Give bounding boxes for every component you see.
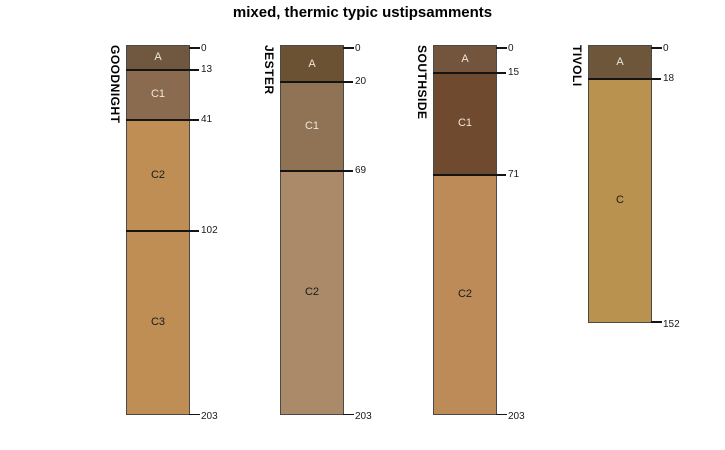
horizon-rect: C <box>589 78 651 322</box>
depth-label: 15 <box>508 67 520 79</box>
horizon-label: C1 <box>304 120 320 133</box>
horizon-rect: A <box>434 46 496 74</box>
horizon-rect: C2 <box>434 174 496 414</box>
horizon-rect: A <box>281 46 343 83</box>
depth-label: 203 <box>355 411 372 422</box>
depth-label: 102 <box>201 224 218 236</box>
depth-label: 152 <box>663 318 680 330</box>
depth-label: 13 <box>201 63 213 75</box>
depth-tick-leader <box>496 47 507 49</box>
horizon-label: C1 <box>457 117 473 130</box>
depth-tick-leader <box>651 47 662 49</box>
horizon-boundary-line <box>280 81 353 84</box>
profile-column: A C1 C2 C3 0 13 41 102 203 <box>126 44 218 422</box>
depth-label: 203 <box>201 411 218 422</box>
horizon-rect: A <box>589 46 651 79</box>
profile-column: A C1 C2 0 20 69 203 <box>280 44 372 422</box>
depth-tick-leader <box>496 413 507 415</box>
horizon-label: C2 <box>457 287 473 300</box>
depth-tick-leader <box>343 47 354 49</box>
horizon-label: A <box>308 57 316 70</box>
depth-label: 18 <box>663 72 675 84</box>
horizon-rect: A <box>127 46 189 70</box>
horizon-label: C1 <box>150 88 166 101</box>
horizon-boundary-line <box>433 72 506 75</box>
profile-column: A C 0 18 152 <box>588 44 680 329</box>
horizon-rect: C1 <box>434 73 496 175</box>
horizon-rect: C3 <box>127 230 189 414</box>
depth-tick-leader <box>651 321 662 323</box>
depth-tick-leader <box>343 413 354 415</box>
horizon-label: C2 <box>304 286 320 299</box>
horizon-boundary-line <box>280 170 353 173</box>
depth-tick-leader <box>189 47 200 49</box>
profile-name-label: JESTER <box>262 45 276 95</box>
depth-tick-leader <box>189 413 200 415</box>
depth-label: 71 <box>508 168 520 180</box>
horizon-rect: C1 <box>127 69 189 121</box>
horizon-label: A <box>461 53 469 66</box>
depth-label: 69 <box>355 165 367 177</box>
horizon-boundary-line <box>433 173 506 176</box>
depth-label: 20 <box>355 76 367 88</box>
profile-column: A C1 C2 0 15 71 203 <box>433 44 525 422</box>
horizon-rect: C1 <box>281 82 343 172</box>
horizon-label: A <box>154 51 162 64</box>
horizon-boundary-line <box>126 68 199 71</box>
horizon-label: A <box>616 55 624 68</box>
depth-label: 0 <box>201 43 207 54</box>
chart-title: mixed, thermic typic ustipsamments <box>232 4 493 21</box>
horizon-label: C3 <box>150 315 166 328</box>
horizon-label: C2 <box>150 169 166 182</box>
profile-name-label: GOODNIGHT <box>108 45 122 124</box>
depth-label: 41 <box>201 114 213 126</box>
depth-label: 0 <box>508 43 514 54</box>
horizon-rect: C2 <box>281 171 343 414</box>
depth-label: 0 <box>355 43 361 54</box>
depth-label: 0 <box>663 43 669 54</box>
horizon-rect: C2 <box>127 120 189 231</box>
horizon-boundary-line <box>588 77 661 80</box>
profile-name-label: SOUTHSIDE <box>415 45 429 120</box>
horizon-boundary-line <box>126 119 199 122</box>
depth-label: 203 <box>508 411 525 422</box>
horizon-boundary-line <box>126 229 199 232</box>
horizon-label: C <box>616 193 624 206</box>
profile-name-label: TIVOLI <box>570 45 584 87</box>
